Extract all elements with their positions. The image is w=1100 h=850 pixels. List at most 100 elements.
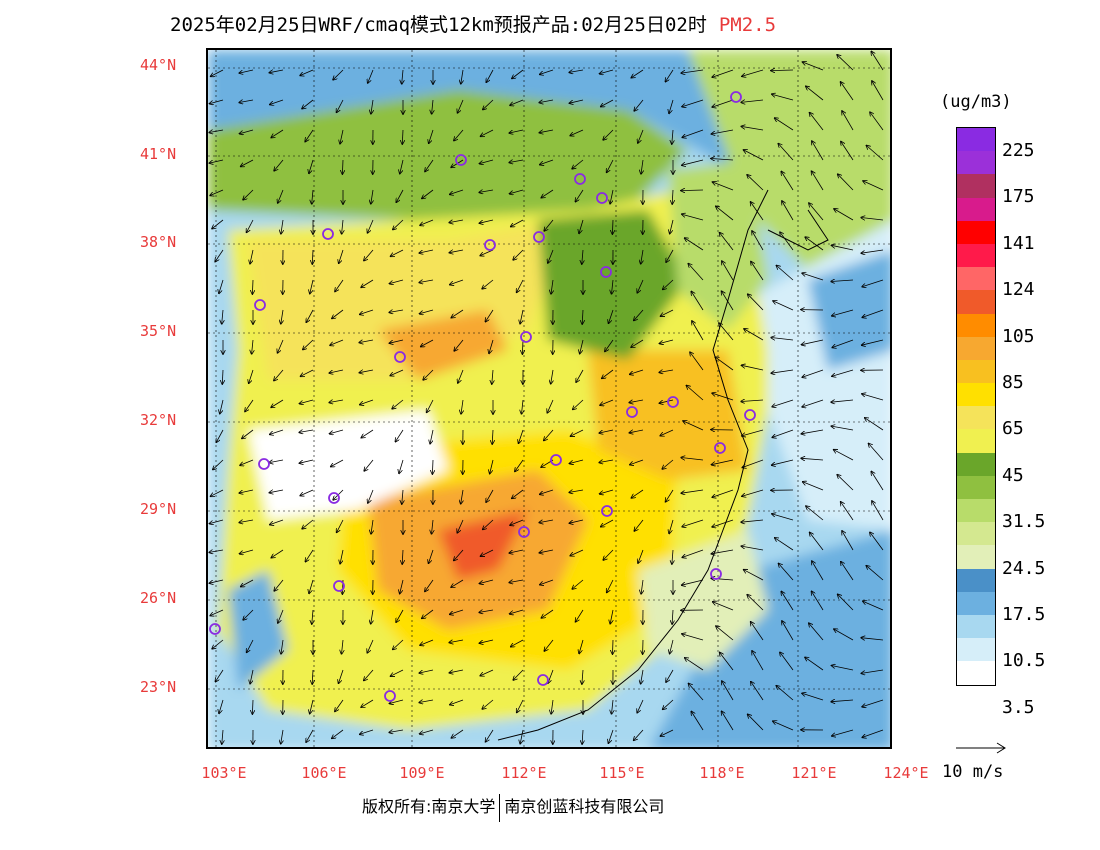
wind-arrow	[600, 489, 614, 494]
wind-arrow	[683, 421, 704, 431]
wind-arrow	[392, 399, 404, 409]
wind-arrow	[692, 321, 704, 341]
wind-arrow	[519, 429, 524, 443]
wind-arrow	[681, 458, 704, 461]
wind-arrow	[775, 118, 794, 131]
wind-arrow	[359, 370, 374, 373]
wind-arrow	[861, 218, 884, 221]
wind-arrow	[509, 580, 524, 583]
wind-arrow	[742, 69, 764, 76]
wind-arrow	[247, 639, 254, 652]
wind-arrow	[222, 309, 223, 324]
wind-arrow	[569, 490, 584, 492]
wind-arrow	[252, 279, 253, 294]
wind-arrow	[510, 99, 524, 105]
wind-arrow	[517, 279, 524, 292]
city-marker	[596, 192, 608, 204]
wind-arrow	[638, 129, 644, 143]
wind-arrow	[682, 634, 704, 641]
wind-arrow	[748, 294, 764, 311]
wind-arrow	[541, 609, 554, 618]
wind-arrow	[659, 370, 674, 372]
wind-arrow	[631, 339, 644, 347]
wind-arrow	[861, 249, 884, 253]
wind-arrow	[582, 249, 583, 264]
wind-arrow	[271, 549, 284, 558]
wind-arrow	[360, 309, 374, 314]
wind-arrow	[269, 490, 284, 493]
wind-arrow	[281, 219, 283, 234]
wind-arrow	[429, 129, 434, 143]
product-label: PM2.5	[718, 14, 777, 36]
wind-arrow	[691, 711, 704, 731]
wind-arrow	[243, 189, 254, 200]
wind-arrow	[278, 339, 284, 353]
legend-label: 65	[1002, 418, 1024, 440]
legend-swatch	[957, 452, 995, 476]
legend-swatch	[957, 406, 995, 430]
wind-arrow	[209, 579, 224, 583]
wind-arrow	[682, 579, 704, 585]
wind-arrow	[666, 249, 674, 262]
wind-arrow	[451, 729, 464, 738]
wind-arrow	[579, 639, 584, 654]
wind-arrow	[420, 639, 434, 645]
wind-arrow	[486, 69, 494, 82]
wind-arrow	[310, 279, 314, 294]
wind-arrow	[772, 459, 794, 465]
wind-arrow	[832, 729, 854, 736]
wind-arrow	[772, 514, 794, 521]
wind-arrow	[834, 209, 854, 221]
wind-arrow	[299, 459, 314, 463]
legend-label: 10.5	[1002, 650, 1046, 672]
wind-arrow	[239, 489, 254, 493]
wind-arrow	[812, 141, 824, 161]
wind-arrow	[339, 249, 344, 263]
wind-arrow	[776, 266, 794, 281]
wind-arrow	[361, 429, 374, 438]
pm25-field	[208, 50, 890, 747]
lon-label: 103°E	[201, 764, 247, 782]
wind-arrow	[211, 489, 224, 496]
wind-arrow	[483, 519, 494, 530]
wind-arrow	[579, 219, 584, 233]
wind-arrow	[637, 279, 644, 293]
wind-arrow	[776, 686, 794, 701]
wind-arrow	[681, 190, 704, 191]
wind-arrow	[634, 99, 644, 111]
wind-arrow	[390, 279, 404, 284]
wind-arrow	[832, 666, 854, 671]
wind-arrow	[720, 233, 734, 251]
wind-arrow	[719, 323, 734, 341]
wind-arrow	[741, 546, 764, 551]
wind-arrow	[742, 489, 764, 496]
wind-arrow	[483, 99, 494, 110]
wind-arrow	[569, 70, 584, 72]
wind-arrow	[782, 201, 794, 221]
wind-arrow	[539, 549, 554, 553]
wind-arrow	[301, 369, 314, 376]
wind-arrow	[752, 231, 764, 251]
legend-label: 3.5	[1002, 696, 1035, 718]
legend-label: 124	[1002, 279, 1035, 301]
wind-arrow	[450, 699, 464, 705]
wind-arrow	[335, 279, 344, 292]
wind-arrow	[669, 99, 674, 113]
wind-arrow	[274, 159, 284, 171]
wind-arrow	[599, 429, 614, 433]
wind-arrow	[641, 249, 643, 264]
wind-arrow	[613, 639, 614, 654]
wind-arrow	[573, 399, 584, 410]
wind-arrow	[661, 309, 674, 316]
wind-arrow	[812, 171, 824, 191]
lon-label: 115°E	[599, 764, 645, 782]
city-marker	[601, 505, 613, 517]
wind-arrow	[509, 129, 524, 133]
wind-arrow	[512, 69, 524, 79]
wind-arrow	[419, 249, 434, 253]
city-marker	[667, 396, 679, 408]
wind-arrow	[772, 429, 794, 437]
wind-arrow	[457, 519, 464, 533]
wind-arrow	[685, 658, 704, 671]
wind-arrow	[480, 669, 494, 676]
